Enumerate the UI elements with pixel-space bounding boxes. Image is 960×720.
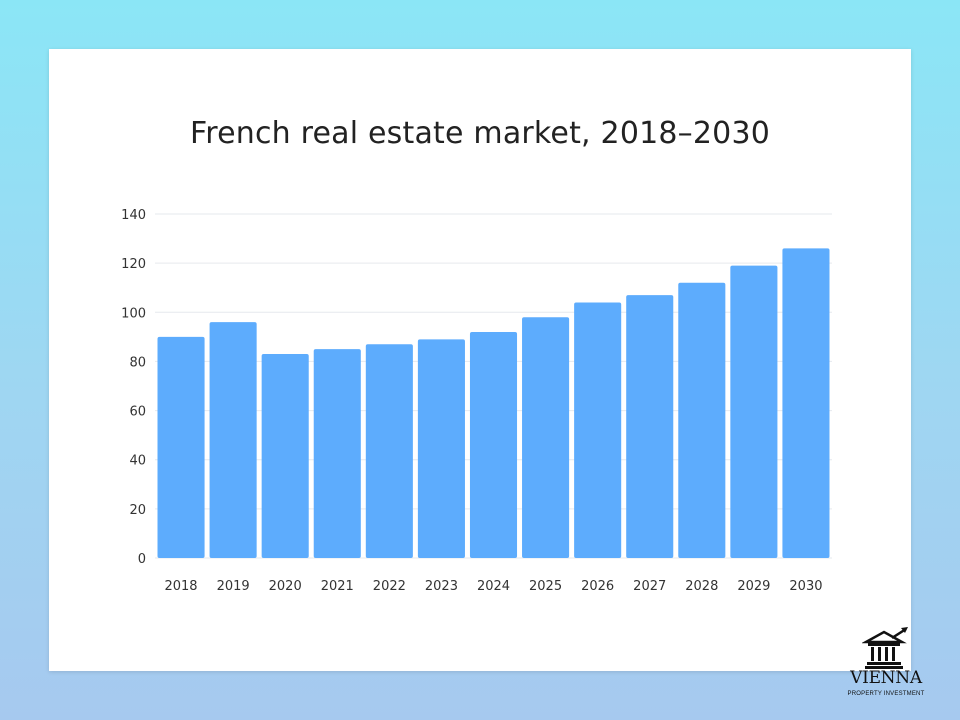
x-tick-label: 2028 — [685, 579, 718, 594]
y-tick-label: 0 — [138, 552, 146, 567]
x-tick-label: 2024 — [477, 579, 510, 594]
y-tick-label: 40 — [129, 454, 146, 469]
x-tick-label: 2025 — [529, 579, 562, 594]
bar — [469, 331, 518, 558]
logo-subtitle: PROPERTY INVESTMENT — [847, 691, 925, 697]
x-tick-label: 2030 — [789, 579, 822, 594]
x-tick-label: 2026 — [581, 579, 614, 594]
bar — [365, 344, 413, 558]
bar — [209, 322, 257, 558]
bar — [313, 349, 361, 558]
bar — [626, 295, 674, 558]
x-tick-label: 2020 — [269, 579, 302, 594]
bar — [157, 336, 205, 558]
bar — [522, 317, 570, 558]
logo-name: VIENNA — [850, 668, 922, 688]
building-columns-arrow-icon — [862, 627, 908, 669]
bar — [730, 265, 778, 558]
y-tick-label: 140 — [121, 208, 146, 223]
bar — [261, 354, 309, 558]
y-tick-label: 60 — [129, 405, 146, 420]
bar — [782, 248, 830, 558]
x-tick-label: 2019 — [217, 579, 250, 594]
bar — [574, 302, 622, 558]
y-tick-label: 20 — [129, 503, 146, 518]
x-tick-label: 2027 — [633, 579, 666, 594]
bar — [417, 339, 465, 558]
y-tick-label: 120 — [121, 257, 146, 272]
x-tick-label: 2029 — [737, 579, 770, 594]
x-tick-label: 2018 — [164, 579, 197, 594]
chart-title: French real estate market, 2018–2030 — [189, 116, 771, 151]
bar — [678, 282, 726, 558]
x-tick-label: 2021 — [321, 579, 354, 594]
y-tick-label: 80 — [129, 355, 146, 370]
vienna-logo: VIENNA PROPERTY INVESTMENT — [838, 624, 934, 704]
x-tick-label: 2023 — [425, 579, 458, 594]
y-tick-label: 100 — [121, 306, 146, 321]
x-tick-label: 2022 — [373, 579, 406, 594]
